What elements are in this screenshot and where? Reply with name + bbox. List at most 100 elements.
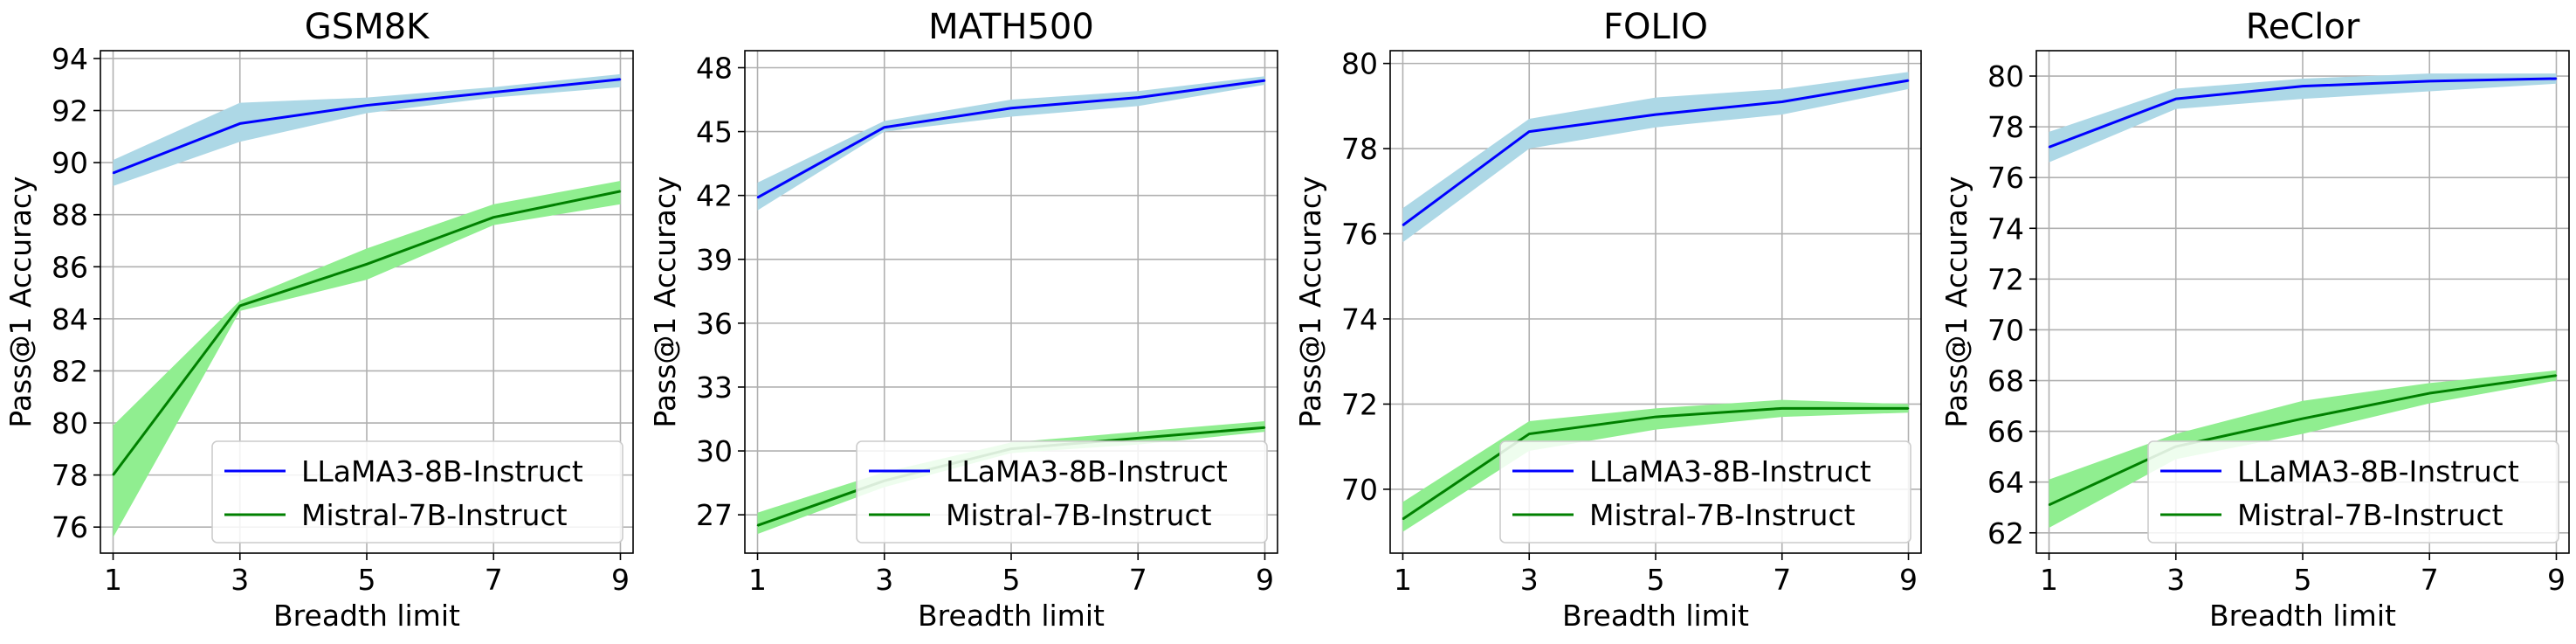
y-tick-label: 84 — [52, 302, 88, 336]
legend: LLaMA3-8B-Instruct Mistral-7B-Instruct — [1499, 440, 1911, 544]
data-point — [2048, 504, 2050, 506]
legend-label-1: Mistral-7B-Instruct — [1589, 498, 1856, 532]
data-point — [619, 190, 622, 192]
data-point — [756, 197, 759, 198]
y-tick-label: 42 — [696, 179, 733, 213]
chart-panel-3: 62 64 66 68 70 72 74 76 78 80 1 3 5 7 9 ReClor Breadth l… — [1939, 7, 2570, 633]
data-point — [1780, 407, 1783, 410]
y-tick-label: 68 — [1987, 364, 2024, 398]
x-tick-label: 3 — [2166, 563, 2185, 597]
y-axis-label: Pass@1 Accuracy — [648, 176, 682, 427]
y-tick-label: 78 — [1341, 132, 1378, 166]
data-point — [1528, 433, 1531, 435]
x-tick-label: 1 — [2040, 563, 2058, 597]
data-point — [1137, 96, 1140, 99]
x-tick-label: 9 — [1899, 563, 1918, 597]
data-point — [112, 474, 114, 476]
series-band-0 — [757, 76, 1265, 211]
y-tick-label: 78 — [1987, 110, 2024, 144]
y-tick-label: 66 — [1987, 415, 2024, 449]
y-tick-label: 72 — [1341, 387, 1378, 421]
x-axis-label: Breadth limit — [273, 599, 460, 633]
data-point — [2048, 146, 2050, 149]
data-point — [1907, 407, 1910, 410]
x-tick-label: 5 — [1002, 563, 1021, 597]
x-axis-label: Breadth limit — [918, 599, 1105, 633]
legend-label-1: Mistral-7B-Instruct — [301, 498, 568, 532]
data-point — [1907, 80, 1910, 81]
legend-label-0: LLaMA3-8B-Instruct — [946, 454, 1228, 488]
y-tick-label: 80 — [1987, 59, 2024, 93]
legend-label-0: LLaMA3-8B-Instruct — [2237, 454, 2519, 488]
y-tick-label: 33 — [696, 370, 733, 405]
x-axis-label: Breadth limit — [1562, 599, 1749, 633]
legend-box — [211, 440, 623, 544]
y-tick-label: 70 — [1341, 473, 1378, 507]
data-point — [1264, 426, 1266, 429]
y-tick-label: 70 — [1987, 313, 2024, 347]
data-point — [1655, 114, 1656, 115]
data-point — [2555, 78, 2558, 80]
data-point — [1655, 416, 1656, 418]
y-tick-label: 45 — [696, 115, 733, 149]
x-tick-label: 7 — [485, 563, 503, 597]
y-axis-label: Pass@1 Accuracy — [3, 176, 38, 427]
x-tick-label: 1 — [748, 563, 767, 597]
y-tick-label: 90 — [52, 146, 88, 180]
chart-panel-1: 27 30 33 36 39 42 45 48 1 3 5 7 9 MATH500 Breadth limi… — [648, 7, 1278, 633]
data-point — [1402, 224, 1404, 226]
legend: LLaMA3-8B-Instruct Mistral-7B-Instruct — [856, 440, 1268, 544]
legend: LLaMA3-8B-Instruct Mistral-7B-Instruct — [2147, 440, 2559, 544]
x-tick-label: 5 — [358, 563, 376, 597]
y-tick-label: 36 — [696, 307, 733, 341]
legend-label-1: Mistral-7B-Instruct — [2237, 498, 2504, 532]
y-tick-label: 82 — [52, 354, 88, 388]
legend: LLaMA3-8B-Instruct Mistral-7B-Instruct — [211, 440, 623, 544]
y-tick-label: 27 — [696, 498, 733, 532]
y-tick-label: 76 — [1341, 218, 1378, 252]
data-point — [2428, 80, 2431, 82]
data-point — [1137, 437, 1140, 440]
x-tick-label: 7 — [1773, 563, 1791, 597]
data-point — [492, 216, 495, 218]
data-point — [2302, 85, 2304, 87]
data-point — [112, 172, 114, 174]
chart-panel-2: 70 72 74 76 78 80 1 3 5 7 9 FOLIO Breadth limit Pass@… — [1293, 7, 1922, 633]
legend-label-0: LLaMA3-8B-Instruct — [1589, 454, 1871, 488]
x-tick-label: 9 — [1256, 563, 1274, 597]
y-tick-label: 30 — [696, 434, 733, 468]
chart-title: MATH500 — [928, 7, 1094, 47]
data-point — [2428, 392, 2431, 394]
legend-label-1: Mistral-7B-Instruct — [946, 498, 1212, 532]
chart-title: FOLIO — [1603, 7, 1708, 47]
series-band-1 — [113, 180, 621, 538]
y-tick-label: 76 — [1987, 161, 2024, 195]
y-tick-label: 94 — [52, 42, 88, 76]
data-point — [756, 524, 759, 527]
x-tick-label: 7 — [2421, 563, 2439, 597]
y-tick-label: 86 — [52, 250, 88, 284]
chart-title: ReClor — [2246, 7, 2360, 47]
chart-panel-0: 76 78 80 82 84 86 88 90 92 94 1 3 5 7 9 GSM8K Breadth li… — [3, 7, 634, 633]
x-tick-label: 3 — [231, 563, 249, 597]
data-point — [619, 78, 622, 80]
data-point — [1402, 518, 1404, 520]
data-point — [238, 305, 241, 307]
x-tick-label: 1 — [104, 563, 122, 597]
y-tick-label: 80 — [1341, 47, 1378, 81]
data-point — [2302, 418, 2304, 419]
data-point — [1010, 107, 1012, 109]
y-tick-label: 48 — [696, 51, 733, 85]
y-tick-label: 80 — [52, 406, 88, 440]
y-tick-label: 74 — [1987, 211, 2024, 246]
x-tick-label: 7 — [1129, 563, 1147, 597]
data-point — [366, 263, 368, 266]
data-point — [1264, 80, 1266, 81]
data-point — [238, 122, 241, 125]
legend-box — [856, 440, 1268, 544]
data-point — [492, 91, 495, 93]
legend-label-0: LLaMA3-8B-Instruct — [301, 454, 583, 488]
y-tick-label: 62 — [1987, 516, 2024, 551]
data-point — [1780, 100, 1783, 103]
